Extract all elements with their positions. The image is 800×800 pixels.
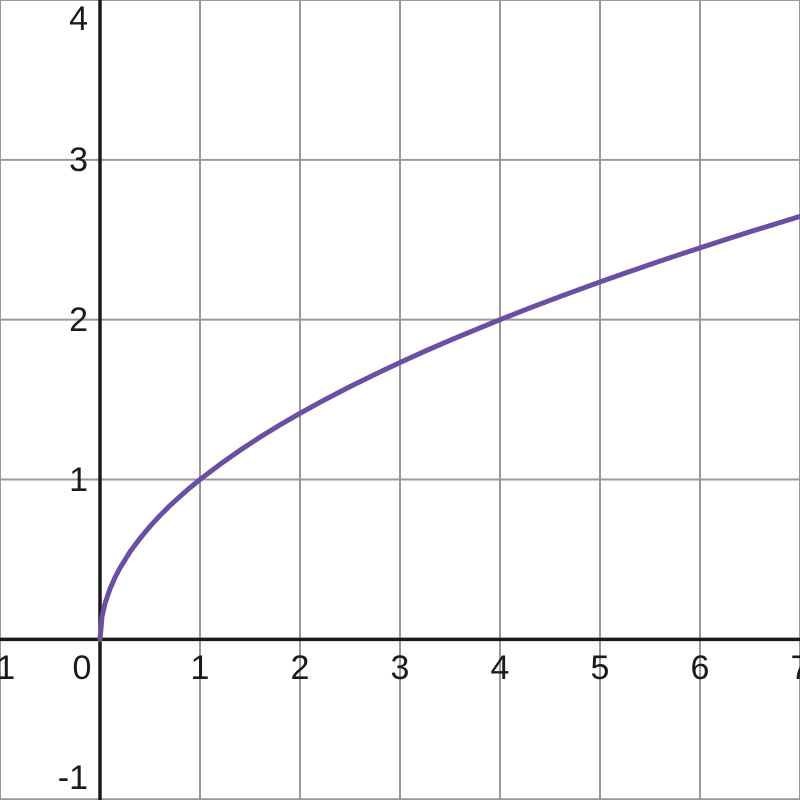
- x-axis-tick-label: 1: [190, 649, 210, 688]
- x-axis-tick-label: 0: [72, 649, 92, 688]
- x-axis-tick-label: 3: [390, 649, 410, 688]
- y-axis-tick-label: 4: [69, 0, 88, 38]
- y-axis-tick-label: 3: [69, 140, 88, 179]
- x-axis-tick-label: 4: [490, 649, 510, 688]
- y-axis-tick-label: -1: [57, 759, 88, 797]
- x-axis-tick-label: 7: [791, 651, 800, 685]
- x-axis-tick-label: 6: [690, 649, 710, 688]
- y-axis-tick-label: 2: [69, 300, 88, 339]
- x-axis-tick-label: 2: [290, 649, 310, 688]
- y-axis-tick-label: 1: [69, 460, 88, 499]
- x-axis-tick-label: -1: [0, 649, 16, 688]
- function-curve-sqrt: [97, 213, 800, 642]
- x-axis-tick-label: 5: [590, 649, 610, 688]
